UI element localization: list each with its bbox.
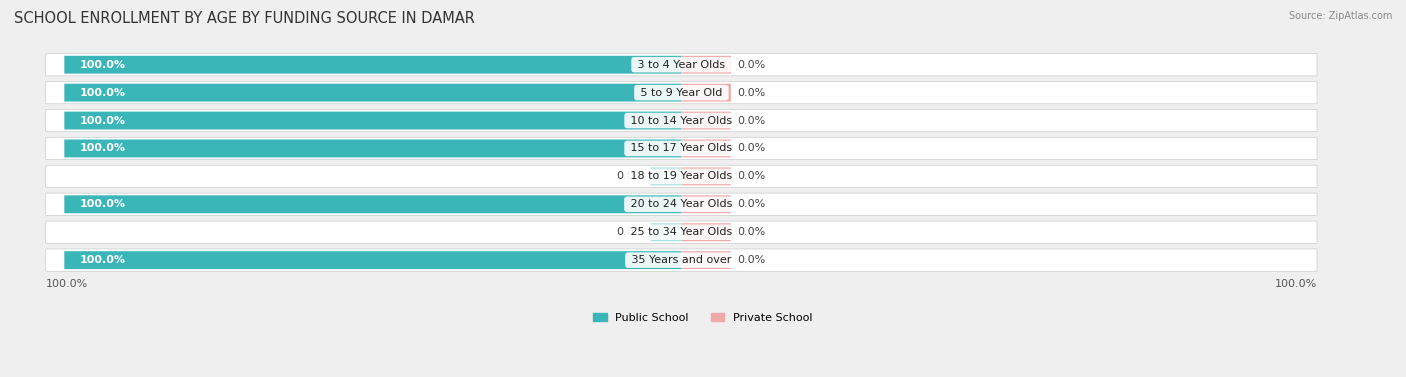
Text: 100.0%: 100.0% [80, 87, 125, 98]
FancyBboxPatch shape [46, 54, 1317, 76]
Text: 15 to 17 Year Olds: 15 to 17 Year Olds [627, 144, 735, 153]
FancyBboxPatch shape [46, 109, 1317, 132]
Text: 100.0%: 100.0% [46, 279, 89, 289]
Text: 0.0%: 0.0% [616, 227, 644, 237]
Text: 25 to 34 Year Olds: 25 to 34 Year Olds [627, 227, 735, 237]
Text: 100.0%: 100.0% [80, 255, 125, 265]
Text: 10 to 14 Year Olds: 10 to 14 Year Olds [627, 115, 735, 126]
FancyBboxPatch shape [682, 56, 731, 74]
FancyBboxPatch shape [651, 167, 682, 185]
Text: 100.0%: 100.0% [80, 115, 125, 126]
Text: 5 to 9 Year Old: 5 to 9 Year Old [637, 87, 725, 98]
FancyBboxPatch shape [46, 193, 1317, 216]
Text: 0.0%: 0.0% [737, 199, 765, 209]
FancyBboxPatch shape [46, 221, 1317, 244]
Text: 100.0%: 100.0% [1275, 279, 1317, 289]
FancyBboxPatch shape [65, 84, 682, 101]
FancyBboxPatch shape [65, 195, 682, 213]
Text: Source: ZipAtlas.com: Source: ZipAtlas.com [1288, 11, 1392, 21]
Text: 0.0%: 0.0% [737, 172, 765, 181]
FancyBboxPatch shape [46, 249, 1317, 271]
Text: 18 to 19 Year Olds: 18 to 19 Year Olds [627, 172, 735, 181]
FancyBboxPatch shape [65, 139, 682, 157]
FancyBboxPatch shape [65, 56, 682, 74]
Text: 0.0%: 0.0% [737, 255, 765, 265]
Text: 0.0%: 0.0% [616, 172, 644, 181]
FancyBboxPatch shape [682, 223, 731, 241]
Text: 3 to 4 Year Olds: 3 to 4 Year Olds [634, 60, 728, 70]
FancyBboxPatch shape [65, 112, 682, 129]
Text: 100.0%: 100.0% [80, 60, 125, 70]
FancyBboxPatch shape [682, 84, 731, 101]
FancyBboxPatch shape [65, 251, 682, 269]
FancyBboxPatch shape [682, 195, 731, 213]
FancyBboxPatch shape [682, 139, 731, 157]
FancyBboxPatch shape [46, 165, 1317, 187]
FancyBboxPatch shape [682, 167, 731, 185]
Text: 35 Years and over: 35 Years and over [628, 255, 735, 265]
Text: 100.0%: 100.0% [80, 199, 125, 209]
FancyBboxPatch shape [682, 251, 731, 269]
Text: 0.0%: 0.0% [737, 87, 765, 98]
Text: 20 to 24 Year Olds: 20 to 24 Year Olds [627, 199, 735, 209]
FancyBboxPatch shape [651, 223, 682, 241]
Text: 0.0%: 0.0% [737, 144, 765, 153]
Text: 100.0%: 100.0% [80, 144, 125, 153]
Text: 0.0%: 0.0% [737, 115, 765, 126]
FancyBboxPatch shape [682, 112, 731, 129]
Text: 0.0%: 0.0% [737, 60, 765, 70]
FancyBboxPatch shape [46, 81, 1317, 104]
Text: SCHOOL ENROLLMENT BY AGE BY FUNDING SOURCE IN DAMAR: SCHOOL ENROLLMENT BY AGE BY FUNDING SOUR… [14, 11, 475, 26]
FancyBboxPatch shape [46, 137, 1317, 159]
Text: 0.0%: 0.0% [737, 227, 765, 237]
Legend: Public School, Private School: Public School, Private School [589, 308, 817, 327]
